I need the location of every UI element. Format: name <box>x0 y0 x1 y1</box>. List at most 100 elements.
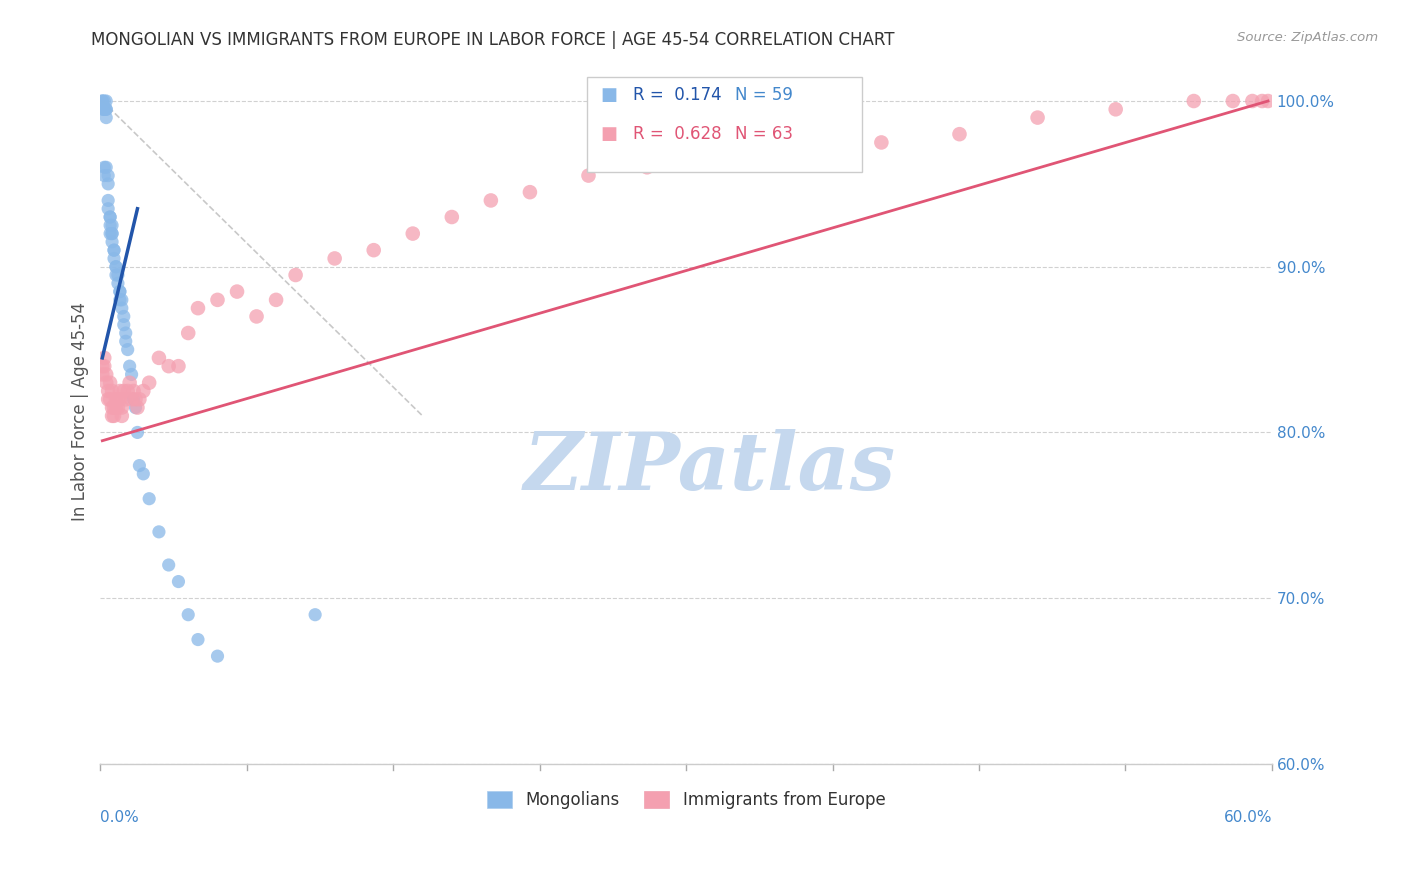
Point <box>112 318 135 332</box>
Point <box>104 260 127 274</box>
Point <box>264 293 287 307</box>
Point <box>117 384 139 398</box>
Point <box>103 243 125 257</box>
Point <box>111 401 134 415</box>
Point <box>104 260 127 274</box>
Point <box>98 376 121 390</box>
Point <box>519 185 541 199</box>
Point <box>207 649 229 664</box>
Point <box>96 103 118 117</box>
Y-axis label: In Labor Force | Age 45-54: In Labor Force | Age 45-54 <box>72 302 89 521</box>
Point <box>103 401 125 415</box>
Point <box>93 94 115 108</box>
Point <box>93 351 115 365</box>
Point <box>91 103 114 117</box>
Point <box>98 210 121 224</box>
Point <box>107 401 129 415</box>
Point <box>132 384 155 398</box>
Point <box>97 384 120 398</box>
Point <box>636 161 658 175</box>
Point <box>440 210 463 224</box>
Point <box>121 392 143 407</box>
Point <box>108 392 131 407</box>
Point <box>124 392 146 407</box>
Point <box>111 409 134 423</box>
Text: ■: ■ <box>600 86 617 103</box>
Point <box>114 392 136 407</box>
Point <box>108 293 131 307</box>
Point <box>127 401 149 415</box>
Point <box>91 359 114 373</box>
Point <box>578 169 600 183</box>
Point <box>1026 111 1049 125</box>
Point <box>101 219 124 233</box>
Point <box>128 392 150 407</box>
Point <box>97 169 120 183</box>
Point <box>108 384 131 398</box>
Point <box>157 558 180 572</box>
Point <box>93 169 115 183</box>
Point <box>104 401 127 415</box>
Point <box>1105 103 1128 117</box>
Point <box>118 376 141 390</box>
Point <box>103 409 125 423</box>
Text: 0.0%: 0.0% <box>100 810 139 824</box>
Point <box>127 425 149 440</box>
Point <box>1222 94 1244 108</box>
Point <box>101 227 124 241</box>
Point <box>148 524 170 539</box>
Point <box>1241 94 1264 108</box>
Point <box>104 392 127 407</box>
FancyBboxPatch shape <box>586 78 862 172</box>
Point <box>792 144 814 158</box>
Point <box>93 103 115 117</box>
Point <box>128 458 150 473</box>
Point <box>114 326 136 340</box>
Point <box>402 227 425 241</box>
Point <box>93 103 115 117</box>
Point <box>91 368 114 382</box>
Point <box>124 401 146 415</box>
Text: ■: ■ <box>600 125 617 143</box>
Point <box>96 368 118 382</box>
Point <box>107 392 129 407</box>
Point <box>108 285 131 299</box>
Point <box>1251 94 1274 108</box>
Point <box>108 285 131 299</box>
Point <box>479 194 502 208</box>
Point <box>111 293 134 307</box>
Point <box>1257 94 1279 108</box>
Point <box>96 94 118 108</box>
Point <box>101 401 124 415</box>
Point <box>97 202 120 216</box>
Point <box>122 392 145 407</box>
Point <box>245 310 267 324</box>
Text: MONGOLIAN VS IMMIGRANTS FROM EUROPE IN LABOR FORCE | AGE 45-54 CORRELATION CHART: MONGOLIAN VS IMMIGRANTS FROM EUROPE IN L… <box>91 31 894 49</box>
Point <box>121 368 143 382</box>
Point <box>103 243 125 257</box>
Point <box>103 252 125 266</box>
Point <box>104 268 127 282</box>
Point <box>96 376 118 390</box>
Point <box>93 359 115 373</box>
Point <box>98 219 121 233</box>
Point <box>97 177 120 191</box>
Point <box>118 359 141 373</box>
Point <box>91 94 114 108</box>
Point <box>187 301 209 315</box>
Point <box>98 210 121 224</box>
Point <box>948 127 970 141</box>
Point <box>97 194 120 208</box>
Text: N = 63: N = 63 <box>735 125 793 143</box>
Point <box>98 227 121 241</box>
Point <box>870 136 893 150</box>
Text: 60.0%: 60.0% <box>1223 810 1272 824</box>
Point <box>226 285 249 299</box>
Point <box>107 268 129 282</box>
Point <box>114 334 136 349</box>
Text: Source: ZipAtlas.com: Source: ZipAtlas.com <box>1237 31 1378 45</box>
Point <box>167 359 190 373</box>
Point <box>323 252 346 266</box>
Text: R =  0.174: R = 0.174 <box>634 86 723 103</box>
Point <box>177 326 200 340</box>
